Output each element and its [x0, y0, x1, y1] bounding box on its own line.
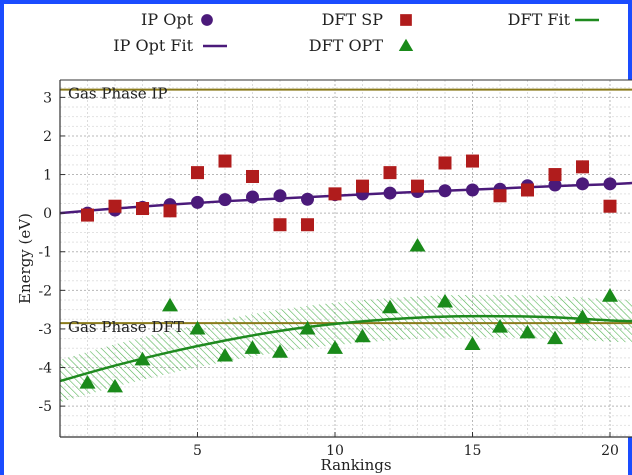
dft-sp-marker [493, 189, 507, 203]
x-axis-label: Rankings [320, 456, 391, 474]
dft-opt-marker [299, 320, 316, 335]
ip-opt-marker [603, 177, 617, 191]
dft-sp-marker [603, 199, 617, 213]
dft-opt-marker [217, 347, 233, 362]
dft-sp-marker [576, 160, 589, 174]
dft-sp-marker [218, 154, 232, 168]
ip-opt-marker [466, 183, 479, 197]
dft-opt-marker [107, 378, 123, 393]
ip-opt-marker [576, 177, 589, 191]
dft-opt-marker [134, 351, 151, 366]
x-tick-label: 20 [601, 443, 619, 459]
data-markers [79, 154, 618, 393]
dft-sp-marker [81, 208, 94, 222]
dft-opt-marker [574, 309, 591, 323]
reference-line-label: Gas Phase IP [68, 85, 167, 103]
dft-fit-band [60, 294, 632, 403]
dft-sp-marker [273, 218, 287, 232]
dft-sp-marker [136, 202, 149, 216]
dft-sp-marker [356, 179, 369, 193]
dft-opt-marker [327, 340, 343, 354]
y-axis-label: Energy (eV) [16, 213, 34, 304]
confidence-band [60, 294, 632, 403]
dft-opt-marker [464, 336, 481, 350]
dft-opt-marker [272, 344, 288, 358]
dft-opt-marker [382, 299, 398, 314]
legend-label: DFT Fit [508, 10, 571, 29]
axes: -5 -4 -3 -2 -1 0 1 2 3 5 10 15 20 Rankings Energy (eV) [16, 79, 632, 474]
dft-sp-marker [521, 183, 534, 197]
dft-opt-marker [409, 237, 426, 252]
ip-opt-marker [301, 192, 314, 206]
dft-sp-marker [163, 204, 177, 218]
dft-sp-marker [548, 168, 562, 182]
legend-label: DFT SP [322, 10, 384, 29]
ip-opt-marker [273, 189, 287, 203]
dft-opt-marker [79, 374, 96, 389]
y-tick-label: 3 [43, 90, 52, 106]
dft-sp-marker [466, 154, 479, 168]
y-tick-label: -2 [38, 283, 52, 299]
dft-sp-marker [411, 179, 424, 193]
x-tick-label: 15 [464, 443, 482, 459]
y-tick-label: -5 [38, 399, 52, 415]
dft-opt-marker [189, 320, 206, 335]
dft-sp-marker [328, 187, 342, 201]
dft-opt-marker [547, 330, 563, 345]
ip-opt-marker [246, 190, 259, 204]
dft-opt-marker [354, 328, 371, 343]
ip-opt-marker [383, 186, 397, 200]
legend-label: IP Opt [141, 10, 194, 29]
x-tick-label: 5 [193, 443, 202, 459]
dft-opt-marker [162, 297, 178, 312]
y-tick-label: 0 [43, 206, 52, 222]
dft-opt-marker [519, 324, 536, 339]
dft-opt-marker [244, 340, 261, 354]
legend-marker [201, 14, 213, 26]
dft-opt-marker [602, 288, 618, 302]
y-tick-label: -1 [38, 245, 52, 261]
legend-label: IP Opt Fit [113, 36, 193, 55]
y-tick-label: 1 [43, 168, 52, 184]
reference-line-label: Gas Phase DFT [68, 318, 184, 336]
fit-line [59, 314, 632, 383]
y-tick-label: -4 [38, 361, 52, 377]
ip-opt-marker [191, 195, 204, 209]
dft-opt-marker [492, 319, 508, 333]
legend-marker [400, 14, 412, 26]
y-tick-label: -3 [38, 322, 52, 338]
y-tick-label: 2 [43, 129, 52, 145]
dft-opt-marker [437, 293, 453, 308]
plot-area [60, 80, 632, 437]
legend: IP Opt DFT SP DFT Fit IP Opt Fit DFT OPT [113, 10, 599, 55]
x-tick-label: 10 [326, 443, 344, 459]
ip-opt-marker [218, 193, 232, 207]
dft-sp-marker [383, 166, 397, 180]
ip-opt-marker [548, 178, 562, 192]
dft-sp-marker [108, 199, 122, 213]
dft-sp-marker [301, 218, 314, 232]
legend-marker [398, 38, 414, 52]
dft-sp-marker [191, 166, 204, 180]
legend-label: DFT OPT [309, 36, 384, 55]
dft-sp-marker [246, 169, 259, 183]
grid [59, 80, 632, 437]
dft-sp-marker [438, 156, 452, 170]
ip-opt-marker [438, 184, 452, 198]
